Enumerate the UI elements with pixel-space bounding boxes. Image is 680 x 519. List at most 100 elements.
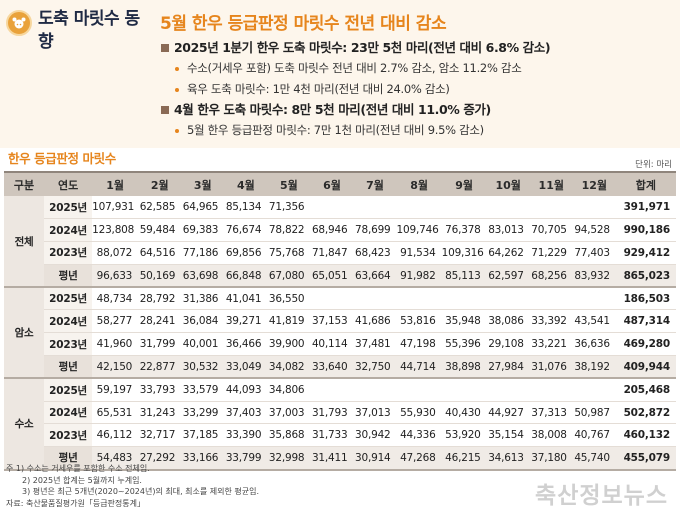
column-header: 5월 [267,171,311,196]
value-cell [486,378,530,402]
year-cell: 2023년 [44,241,93,265]
value-cell: 85,134 [224,196,268,220]
value-cell: 22,877 [138,355,182,380]
sub-bullet-item: 수소(거세우 포함) 도축 마릿수 전년 대비 2.7% 감소, 암소 11.2… [160,58,675,79]
grading-table: 구분 연도 1월 2월 3월 4월 5월 6월 7월 8월 9월 10월 11월 12월 합계 전체 2025… [4,171,676,471]
value-cell: 46,112 [92,423,139,448]
value-cell [572,287,616,311]
value-cell: 78,822 [267,218,311,243]
value-cell: 40,114 [310,332,354,357]
year-cell: 평년 [44,446,93,471]
column-header: 1월 [92,171,139,196]
value-cell: 29,108 [486,332,530,357]
value-cell: 27,984 [486,355,530,380]
header-panel: 도축 마릿수 동향 5월 한우 등급판정 마릿수 전년 대비 감소 2025년 … [0,0,680,148]
value-cell: 64,965 [181,196,225,220]
value-cell: 41,960 [92,332,139,357]
table-row: 2023년 88,072 64,516 77,186 69,856 75,768 71,84… [4,241,676,265]
value-cell: 75,768 [267,241,311,265]
value-cell: 37,180 [529,446,573,471]
value-cell: 76,378 [441,218,487,243]
value-cell: 65,051 [310,264,354,289]
category-cell: 수소 [4,378,45,471]
value-cell: 71,356 [267,196,311,220]
value-cell: 37,185 [181,423,225,448]
value-cell: 32,750 [353,355,397,380]
value-cell: 78,699 [353,218,397,243]
value-cell: 47,198 [396,332,442,357]
year-cell: 2024년 [44,218,93,243]
value-cell: 33,392 [529,309,573,334]
total-cell: 502,872 [615,401,676,425]
value-cell [486,287,530,311]
value-cell: 33,299 [181,401,225,425]
value-cell: 71,847 [310,241,354,265]
value-cell: 76,674 [224,218,268,243]
value-cell [310,378,354,402]
bullet-square-icon [161,106,169,114]
value-cell: 68,423 [353,241,397,265]
value-cell: 30,532 [181,355,225,380]
value-cell: 53,816 [396,309,442,334]
value-cell: 107,931 [92,196,139,220]
total-cell: 929,412 [615,241,676,265]
value-cell: 31,386 [181,287,225,311]
value-cell: 41,819 [267,309,311,334]
year-cell: 2025년 [44,287,93,311]
column-header: 연도 [44,171,93,196]
sub-bullet-item: 육우 도축 마릿수: 1만 4천 마리(전년 대비 24.0% 감소) [160,79,675,100]
value-cell: 69,383 [181,218,225,243]
value-cell: 39,271 [224,309,268,334]
value-cell: 31,243 [138,401,182,425]
value-cell: 64,262 [486,241,530,265]
table-row: 암소 2025년 48,734 28,792 31,386 41,041 36,550 186… [4,287,676,380]
column-header: 8월 [396,171,442,196]
year-cell: 2023년 [44,332,93,357]
value-cell: 44,336 [396,423,442,448]
value-cell: 46,215 [441,446,487,471]
value-cell: 40,430 [441,401,487,425]
value-cell: 44,714 [396,355,442,380]
value-cell: 96,633 [92,264,139,289]
value-cell: 36,084 [181,309,225,334]
value-cell [441,196,487,220]
bullet-dot-icon [175,88,179,92]
value-cell: 41,686 [353,309,397,334]
value-cell: 35,154 [486,423,530,448]
year-cell: 2025년 [44,378,93,402]
value-cell [310,196,354,220]
value-cell [441,378,487,402]
value-cell: 123,808 [92,218,139,243]
total-cell: 391,971 [615,196,676,220]
value-cell: 38,086 [486,309,530,334]
value-cell: 65,531 [92,401,139,425]
value-cell: 37,313 [529,401,573,425]
bullet-text: 2025년 1분기 한우 도축 마릿수: 23만 5천 마리(전년 대비 6.8… [174,40,551,55]
total-cell: 865,023 [615,264,676,289]
column-header: 합계 [615,171,676,196]
value-cell: 44,093 [224,378,268,402]
table-row: 전체 2025년 107,931 62,585 64,965 85,134 71,356 39… [4,196,676,289]
table-title: 한우 등급판정 마릿수 [8,151,116,166]
value-cell: 66,848 [224,264,268,289]
value-cell: 37,013 [353,401,397,425]
value-cell: 31,733 [310,423,354,448]
total-cell: 205,468 [615,378,676,402]
value-cell: 42,150 [92,355,139,380]
value-cell: 83,013 [486,218,530,243]
total-cell: 469,280 [615,332,676,357]
value-cell: 35,868 [267,423,311,448]
value-cell: 28,792 [138,287,182,311]
value-cell: 31,793 [310,401,354,425]
bullet-item: 2025년 1분기 한우 도축 마릿수: 23만 5천 마리(전년 대비 6.8… [160,38,675,58]
total-cell: 455,079 [615,446,676,471]
value-cell: 28,241 [138,309,182,334]
table-body: 전체 2025년 107,931 62,585 64,965 85,134 71,356 39… [4,196,676,471]
category-cell: 암소 [4,287,45,380]
year-cell: 평년 [44,355,93,380]
value-cell: 63,664 [353,264,397,289]
sub-bullet-text: 수소(거세우 포함) 도축 마릿수 전년 대비 2.7% 감소, 암소 11.2… [187,61,522,75]
value-cell: 55,930 [396,401,442,425]
column-header: 11월 [529,171,573,196]
value-cell: 34,082 [267,355,311,380]
